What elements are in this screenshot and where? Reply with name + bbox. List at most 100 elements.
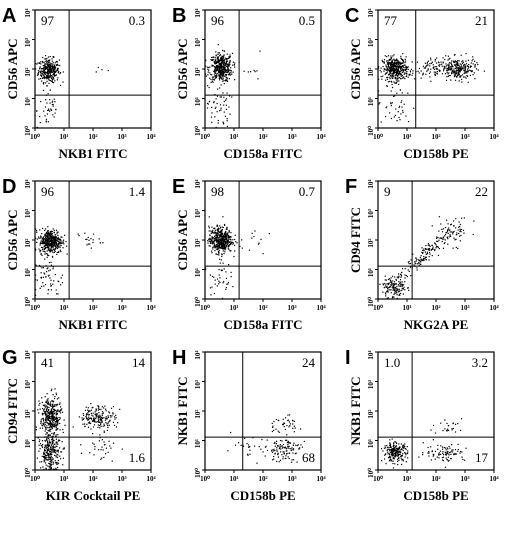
- data-point: [232, 71, 234, 73]
- data-point: [52, 439, 54, 441]
- data-point: [391, 453, 393, 455]
- data-point: [391, 62, 393, 64]
- data-point: [47, 59, 50, 62]
- data-point: [109, 445, 111, 447]
- data-point: [455, 218, 457, 220]
- data-point: [100, 419, 102, 421]
- data-point: [224, 233, 226, 235]
- data-point: [393, 77, 395, 79]
- x-tick-label: 10³: [460, 133, 469, 141]
- data-point: [227, 74, 230, 76]
- data-point: [44, 405, 46, 407]
- data-point: [448, 64, 450, 66]
- data-point: [60, 241, 62, 244]
- data-point: [41, 440, 44, 442]
- data-point: [216, 241, 218, 243]
- data-point: [462, 68, 464, 70]
- data-point: [291, 459, 293, 461]
- data-point: [405, 274, 407, 277]
- data-point: [458, 73, 460, 76]
- x-axis-label: NKB1 FITC: [59, 317, 128, 332]
- data-point: [215, 245, 217, 247]
- data-point: [470, 65, 472, 67]
- data-point: [389, 78, 391, 80]
- data-point: [220, 259, 222, 261]
- data-point: [224, 248, 226, 250]
- data-point: [55, 462, 57, 464]
- data-point: [273, 448, 275, 450]
- data-point: [47, 398, 49, 400]
- data-point: [105, 410, 107, 412]
- data-point: [394, 60, 397, 62]
- data-point: [275, 428, 277, 430]
- data-point: [41, 254, 43, 257]
- data-point: [34, 274, 37, 276]
- data-point: [221, 237, 224, 239]
- data-point: [47, 402, 49, 404]
- x-tick-label: 10²: [431, 133, 440, 141]
- data-point: [60, 244, 62, 247]
- data-point: [285, 417, 287, 419]
- data-point: [48, 76, 50, 78]
- data-point: [441, 238, 444, 240]
- data-point: [395, 283, 397, 285]
- data-point: [97, 421, 100, 423]
- data-point: [227, 64, 229, 66]
- data-point: [439, 450, 442, 452]
- data-point: [429, 76, 431, 78]
- data-point: [434, 249, 436, 252]
- data-point: [406, 275, 409, 278]
- data-point: [51, 103, 53, 106]
- y-tick-label: 10⁰: [24, 126, 32, 136]
- data-point: [377, 66, 380, 68]
- data-point: [54, 409, 57, 411]
- data-point: [52, 66, 54, 69]
- data-point: [214, 93, 216, 96]
- data-point: [45, 232, 48, 234]
- data-point: [47, 61, 49, 63]
- data-point: [49, 241, 51, 243]
- data-point: [223, 54, 225, 56]
- data-point: [386, 85, 388, 87]
- data-point: [254, 445, 256, 447]
- data-point: [399, 453, 401, 456]
- data-point: [404, 60, 407, 62]
- data-point: [46, 432, 48, 434]
- data-point: [408, 263, 410, 265]
- data-point: [49, 110, 51, 112]
- data-point: [474, 78, 476, 80]
- data-point: [273, 420, 275, 423]
- data-point: [399, 451, 401, 453]
- y-axis-label: CD56 APC: [348, 38, 363, 99]
- data-point: [429, 251, 431, 254]
- data-point: [53, 65, 56, 67]
- data-point: [215, 69, 218, 71]
- data-point: [438, 62, 440, 64]
- data-point: [278, 461, 280, 463]
- data-point: [55, 241, 57, 243]
- data-point: [441, 63, 443, 65]
- data-point: [444, 73, 447, 75]
- data-point: [57, 243, 60, 245]
- data-point: [213, 239, 215, 241]
- data-point: [225, 277, 228, 279]
- data-point: [215, 70, 218, 72]
- data-point: [213, 237, 215, 239]
- data-point: [428, 248, 431, 250]
- data-point: [39, 402, 41, 405]
- data-point: [50, 408, 53, 410]
- data-point: [213, 65, 215, 68]
- data-point: [56, 410, 58, 413]
- data-point: [51, 245, 54, 247]
- data-point: [420, 70, 422, 72]
- data-point: [43, 425, 46, 427]
- data-point: [423, 255, 425, 258]
- data-point: [445, 453, 447, 455]
- data-point: [223, 59, 226, 61]
- data-point: [393, 71, 395, 73]
- data-point: [105, 421, 107, 424]
- data-point: [219, 225, 221, 227]
- data-point: [216, 278, 219, 280]
- data-point: [409, 73, 411, 75]
- data-point: [48, 466, 50, 468]
